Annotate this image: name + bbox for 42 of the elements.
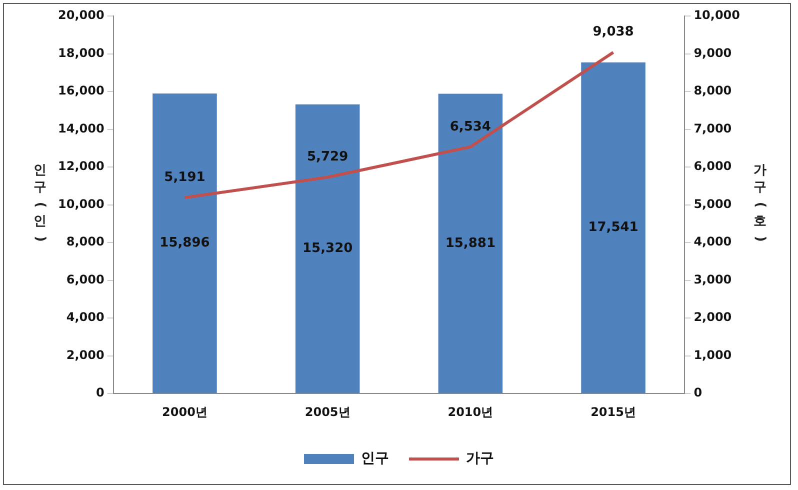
y2-tick-label: 1,000: [694, 348, 732, 362]
y-axis-title: 인구(인): [32, 163, 48, 242]
x-tick-label: 2015년: [590, 404, 636, 419]
y2-tick-label: 9,000: [694, 46, 732, 60]
y-tick-label: 16,000: [58, 84, 104, 98]
y2-tick-label: 5,000: [694, 196, 732, 211]
y2-tick-label: 8,000: [694, 84, 732, 98]
y2-tick-label: 2,000: [694, 310, 732, 324]
y2-axis-title: 가구(호): [752, 163, 768, 242]
y-tick-label: 0: [96, 386, 104, 400]
y-tick-label: 2,000: [66, 348, 104, 362]
data-label: 9,038: [592, 24, 634, 40]
y-tick-label: 12,000: [58, 159, 104, 174]
y2-tick-label: 6,000: [694, 159, 732, 174]
x-tick-label: 2005년: [304, 404, 350, 419]
y2-tick-label: 0: [694, 386, 702, 400]
bar: [295, 104, 360, 394]
bar: [581, 62, 646, 394]
bar: [438, 94, 503, 394]
data-label: 15,896: [160, 236, 210, 251]
y-tick-label: 6,000: [66, 272, 104, 286]
y2-tick-label: 3,000: [694, 272, 732, 286]
legend-label: 인구: [361, 450, 389, 467]
legend-label: 가구: [466, 450, 494, 467]
y-tick-label: 8,000: [66, 234, 104, 249]
y2-tick-label: 10,000: [694, 8, 740, 22]
data-label: 6,534: [450, 119, 491, 134]
x-tick-label: 2010년: [448, 404, 494, 419]
y-tick-label: 4,000: [66, 310, 104, 324]
data-label: 5,729: [307, 150, 348, 165]
data-label: 15,320: [302, 241, 353, 256]
y2-tick-label: 4,000: [694, 234, 732, 249]
data-label: 5,191: [164, 170, 206, 185]
bar: [152, 93, 217, 394]
data-label: 15,881: [445, 236, 496, 251]
y-tick-label: 18,000: [58, 46, 104, 60]
data-label: 17,541: [588, 220, 638, 236]
y2-tick-label: 7,000: [694, 121, 732, 136]
y-tick-label: 20,000: [58, 8, 104, 22]
x-tick-label: 2000년: [162, 404, 208, 419]
y-tick-label: 14,000: [58, 121, 104, 136]
y-tick-label: 10,000: [58, 196, 104, 211]
